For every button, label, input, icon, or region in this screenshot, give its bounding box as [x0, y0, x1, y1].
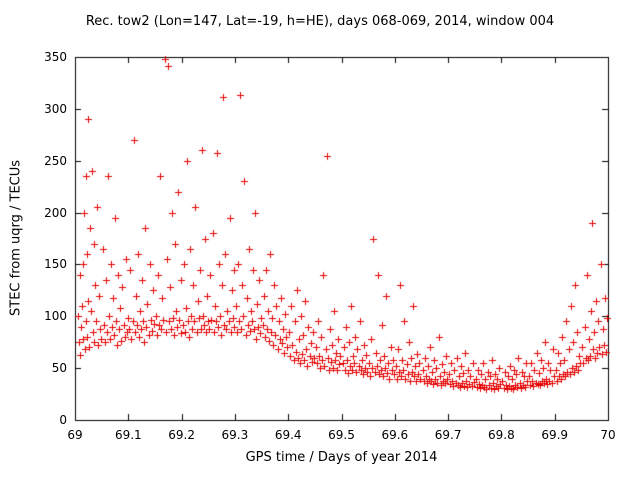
x-tick-label: 69.7 — [434, 428, 462, 442]
y-tick-label: 0 — [59, 413, 67, 427]
y-tick-label: 100 — [44, 309, 67, 324]
x-tick-label: 69.9 — [541, 428, 569, 442]
x-tick-label: 69.6 — [381, 428, 409, 442]
y-tick-label: 150 — [44, 257, 67, 272]
y-tick-label: 200 — [44, 205, 67, 220]
x-tick-label: 70 — [600, 428, 616, 442]
y-tick-label: 350 — [44, 50, 67, 64]
y-tick-label: 50 — [51, 361, 67, 376]
x-tick-label: 69.3 — [221, 428, 249, 442]
y-tick-label: 300 — [44, 101, 67, 116]
chart-title: Rec. tow2 (Lon=147, Lat=-19, h=HE), days… — [85, 14, 555, 29]
x-axis-label: GPS time / Days of year 2014 — [245, 450, 438, 465]
x-tick-label: 69 — [67, 428, 83, 442]
x-tick-label: 69.8 — [488, 428, 515, 442]
x-tick-label: 69.1 — [114, 428, 142, 442]
x-tick-label: 69.2 — [168, 428, 195, 442]
y-axis-label: STEC from uqrg / TECUs — [8, 159, 24, 317]
x-tick-label: 69.4 — [274, 428, 302, 442]
y-tick-label: 250 — [44, 153, 67, 168]
x-tick-label: 69.5 — [328, 428, 355, 442]
